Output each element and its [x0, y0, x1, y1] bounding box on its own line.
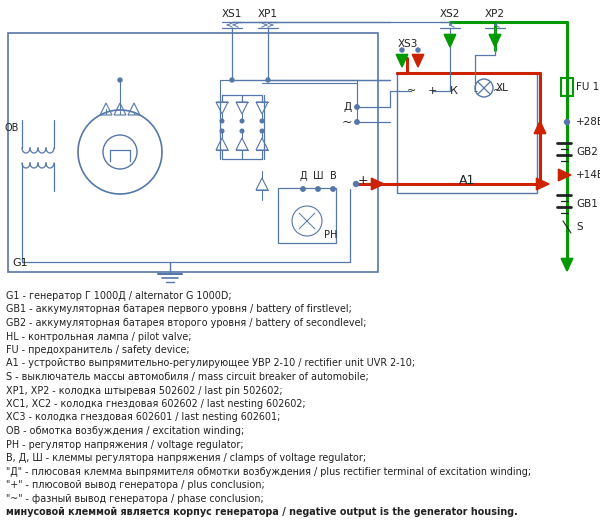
Bar — [8, 33, 378, 272]
Text: GB1 - аккумуляторная батарея первого уровня / battery of firstlevel;: GB1 - аккумуляторная батарея первого уро… — [6, 304, 352, 314]
Text: "~" - фазный вывод генератора / phase conclusion;: "~" - фазный вывод генератора / phase co… — [6, 494, 264, 503]
Text: "Д" - плюсовая клемма выпрямителя обмотки возбуждения / plus rectifier terminal : "Д" - плюсовая клемма выпрямителя обмотк… — [6, 467, 531, 477]
Text: HL - контрольная лампа / pilot valve;: HL - контрольная лампа / pilot valve; — [6, 331, 191, 341]
Text: S: S — [576, 222, 583, 232]
Bar — [397, 73, 537, 193]
Circle shape — [565, 120, 569, 124]
Text: +14В: +14В — [576, 170, 600, 180]
Text: ~: ~ — [406, 86, 416, 96]
Polygon shape — [534, 121, 546, 133]
Text: FU 16A: FU 16A — [576, 82, 600, 92]
Text: XP2: XP2 — [485, 9, 505, 19]
Text: GB2 - аккумуляторная батарея второго уровня / battery of secondlevel;: GB2 - аккумуляторная батарея второго уро… — [6, 318, 367, 328]
Text: ОВ: ОВ — [5, 123, 19, 133]
Text: XS2: XS2 — [440, 9, 460, 19]
Polygon shape — [489, 35, 501, 47]
Text: S - выключатель массы автомобиля / mass circuit breaker of automobile;: S - выключатель массы автомобиля / mass … — [6, 372, 369, 382]
Text: XS1: XS1 — [222, 9, 242, 19]
Text: GB2: GB2 — [576, 147, 598, 157]
Circle shape — [240, 119, 244, 123]
Circle shape — [260, 119, 264, 123]
Text: +: + — [358, 173, 368, 186]
Text: Ш: Ш — [313, 171, 323, 181]
Text: -: - — [473, 86, 477, 96]
Circle shape — [355, 120, 359, 124]
Bar — [278, 188, 336, 243]
Polygon shape — [559, 169, 571, 181]
Circle shape — [416, 48, 420, 52]
Bar — [561, 78, 573, 96]
Text: ХР1, ХР2 - колодка штыревая 502602 / last pin 502602;: ХР1, ХР2 - колодка штыревая 502602 / las… — [6, 385, 283, 395]
Polygon shape — [396, 55, 408, 67]
Text: G1 - генератор Г 1000Д / alternator G 1000D;: G1 - генератор Г 1000Д / alternator G 10… — [6, 291, 232, 301]
Circle shape — [220, 129, 224, 133]
Text: В, Д, Ш - клеммы регулятора напряжения / clamps of voltage regulator;: В, Д, Ш - клеммы регулятора напряжения /… — [6, 453, 366, 463]
Circle shape — [331, 187, 335, 191]
Text: Д: Д — [344, 102, 352, 112]
Text: "+" - плюсовой вывод генератора / plus conclusion;: "+" - плюсовой вывод генератора / plus c… — [6, 480, 265, 490]
Text: РН: РН — [324, 230, 337, 240]
Text: +: + — [427, 86, 437, 96]
Text: ХС1, ХС2 - колодка гнездовая 602602 / last nesting 602602;: ХС1, ХС2 - колодка гнездовая 602602 / la… — [6, 399, 305, 409]
Circle shape — [220, 119, 224, 123]
Text: ~: ~ — [493, 86, 502, 96]
Text: G1: G1 — [12, 258, 28, 268]
Text: ОВ - обмотка возбуждения / excitation winding;: ОВ - обмотка возбуждения / excitation wi… — [6, 426, 244, 436]
Polygon shape — [536, 178, 549, 190]
Circle shape — [240, 129, 244, 133]
Text: ~: ~ — [341, 116, 352, 129]
Circle shape — [400, 48, 404, 52]
Text: В: В — [329, 171, 337, 181]
Text: XS3: XS3 — [398, 39, 418, 49]
Polygon shape — [444, 35, 456, 47]
Text: A1: A1 — [459, 174, 475, 187]
Text: Д: Д — [299, 171, 307, 181]
Text: XL: XL — [496, 83, 509, 93]
Circle shape — [355, 105, 359, 109]
Polygon shape — [371, 178, 384, 190]
Circle shape — [266, 78, 270, 82]
Text: GB1: GB1 — [576, 199, 598, 209]
Text: FU - предохранитель / safety device;: FU - предохранитель / safety device; — [6, 345, 190, 355]
Polygon shape — [561, 258, 573, 271]
Circle shape — [260, 129, 264, 133]
Text: А1 - устройство выпрямительно-регулирующее УВР 2-10 / rectifier unit UVR 2-10;: А1 - устройство выпрямительно-регулирующ… — [6, 359, 415, 369]
Text: ХС3 - колодка гнездовая 602601 / last nesting 602601;: ХС3 - колодка гнездовая 602601 / last ne… — [6, 413, 280, 423]
Circle shape — [230, 78, 234, 82]
Circle shape — [118, 78, 122, 82]
Text: минусовой клеммой является корпус генератора / negative output is the generator : минусовой клеммой является корпус генера… — [6, 507, 518, 517]
Text: РН - регулятор напряжения / voltage regulator;: РН - регулятор напряжения / voltage regu… — [6, 439, 244, 449]
Circle shape — [301, 187, 305, 191]
Text: XP1: XP1 — [258, 9, 278, 19]
Polygon shape — [412, 55, 424, 67]
Text: +28В: +28В — [576, 117, 600, 127]
Circle shape — [316, 187, 320, 191]
Circle shape — [353, 182, 359, 186]
Text: К: К — [450, 86, 458, 96]
